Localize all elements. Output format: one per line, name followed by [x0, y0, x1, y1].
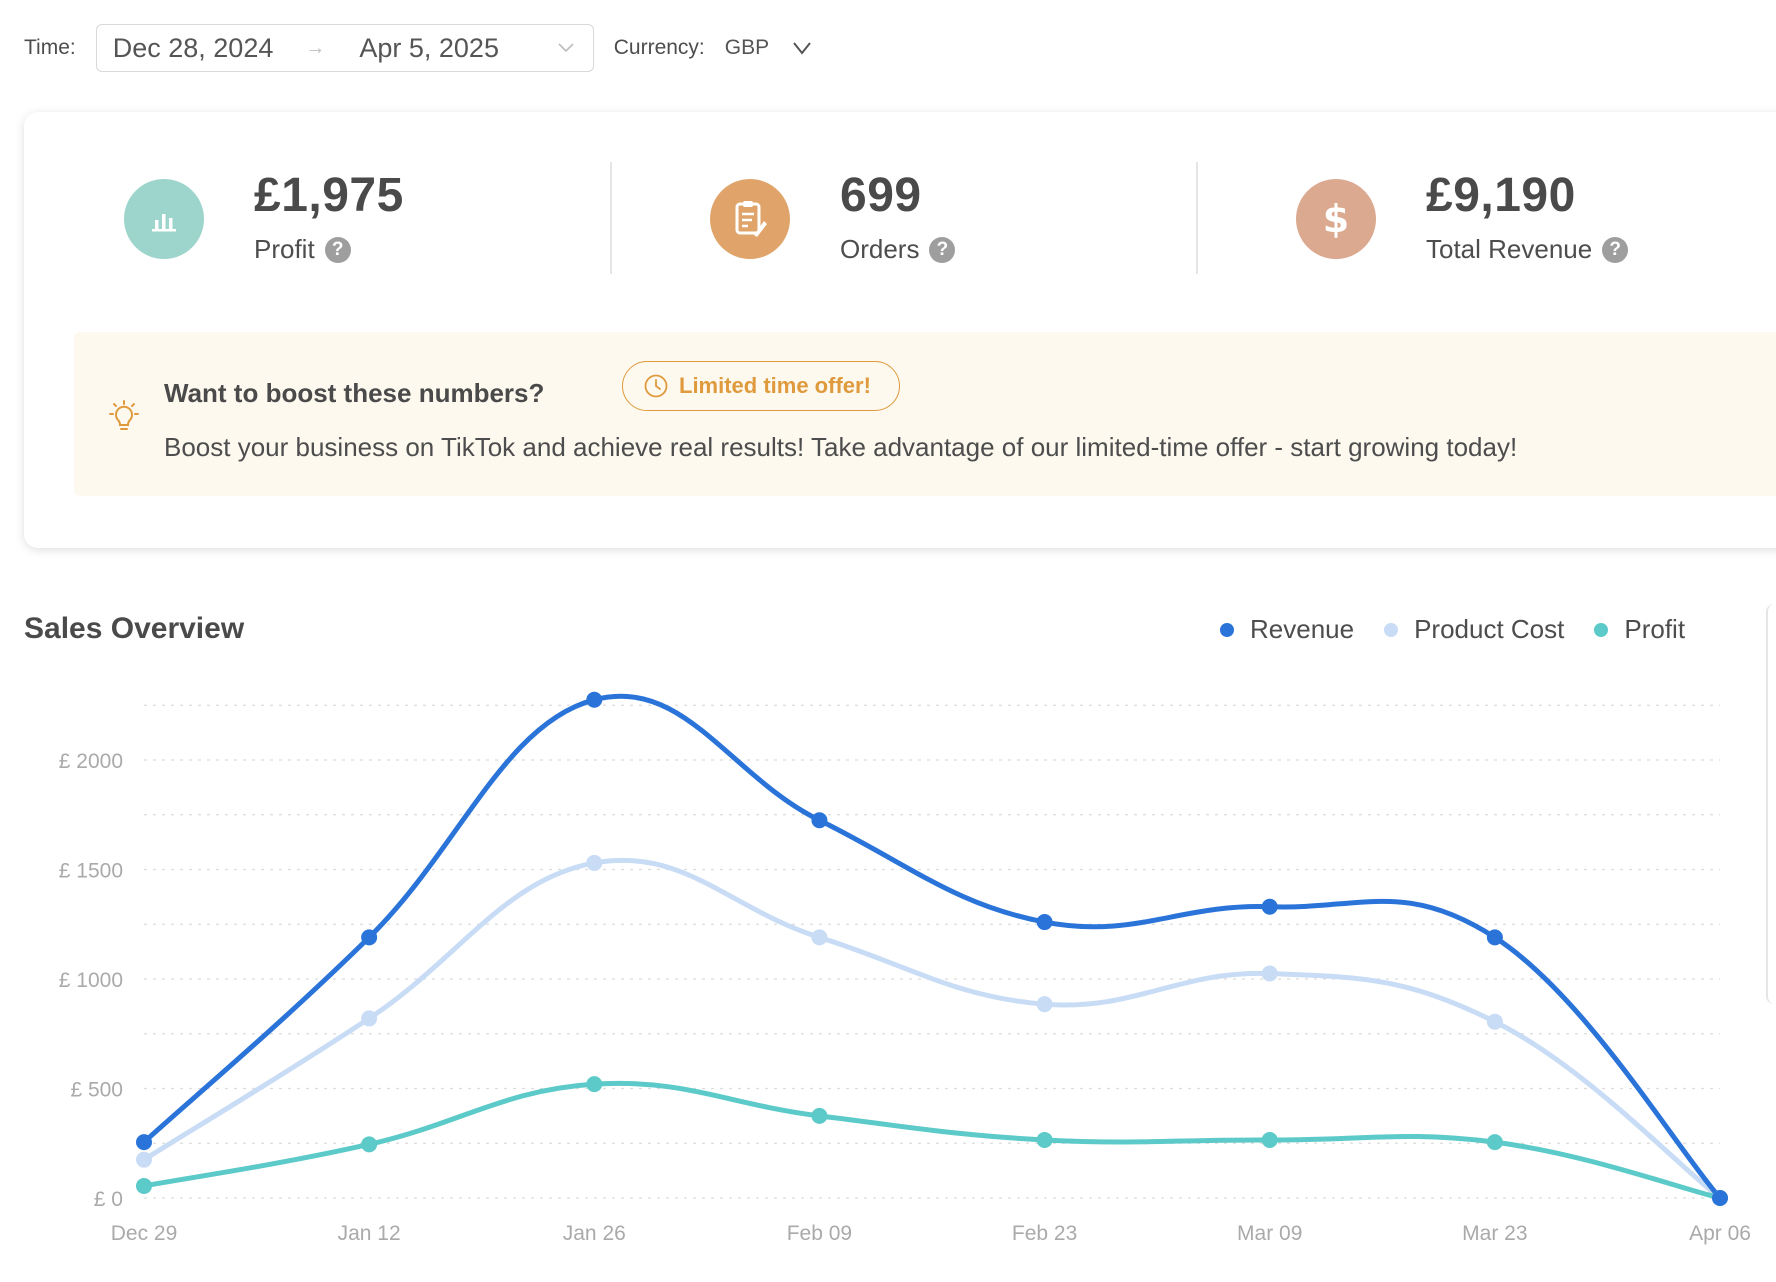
- currency-label: Currency:: [613, 36, 705, 59]
- help-icon[interactable]: ?: [324, 236, 351, 263]
- stat-icon-circle: [710, 178, 790, 259]
- clock-icon: [644, 374, 668, 398]
- x-tick-label: Apr 06: [1689, 1222, 1751, 1245]
- promo-banner[interactable]: Want to boost these numbers? Limited tim…: [74, 332, 1776, 496]
- help-icon[interactable]: ?: [1602, 236, 1629, 263]
- series-line-revenue: [141, 693, 1723, 1201]
- y-tick-label: £ 1000: [59, 969, 123, 992]
- legend-label: Revenue: [1250, 614, 1355, 644]
- total-revenue-label: Total Revenue: [1426, 234, 1593, 264]
- stat-icon-circle: [124, 178, 204, 259]
- y-tick-label: £ 500: [70, 1079, 123, 1102]
- svg-text:$: $: [1323, 197, 1349, 241]
- data-point-product-cost: [1486, 1013, 1503, 1030]
- data-point-revenue: [361, 929, 378, 946]
- data-point-product-cost: [1036, 996, 1053, 1013]
- arrow-right-icon: →: [305, 36, 326, 59]
- legend-label: Profit: [1624, 614, 1686, 644]
- data-point-revenue: [1261, 898, 1278, 915]
- filter-bar: Time: Dec 28, 2024 → Apr 5, 2025 Currenc…: [24, 24, 813, 72]
- promo-description: Boost your business on TikTok and achiev…: [164, 432, 1518, 462]
- limited-offer-badge[interactable]: Limited time offer!: [622, 361, 900, 411]
- y-tick-label: £ 2000: [59, 750, 123, 773]
- time-label: Time:: [24, 36, 76, 59]
- stat-icon-circle: $: [1296, 178, 1376, 259]
- side-panel-edge: [1766, 604, 1776, 1004]
- stat-orders: 699 Orders?: [710, 169, 956, 265]
- data-point-profit: [1036, 1131, 1053, 1148]
- x-tick-label: Feb 23: [1012, 1222, 1077, 1245]
- promo-title: Want to boost these numbers?: [164, 378, 545, 408]
- chart-legend: Revenue Product Cost Profit: [1220, 614, 1715, 645]
- chart-title: Sales Overview: [24, 612, 245, 645]
- currency-select[interactable]: Currency: GBP: [614, 36, 813, 60]
- stat-profit: £1,975 Profit?: [124, 172, 404, 265]
- data-point-profit: [1486, 1134, 1503, 1151]
- total-revenue-value: £9,190: [1426, 169, 1576, 222]
- data-point-profit: [811, 1107, 828, 1124]
- data-point-profit: [1261, 1131, 1278, 1148]
- series-line-product-cost: [141, 857, 1723, 1201]
- legend-dot: [1220, 622, 1234, 637]
- limited-offer-label: Limited time offer!: [679, 373, 871, 398]
- clipboard-icon: [735, 200, 767, 237]
- date-start[interactable]: Dec 28, 2024: [112, 32, 274, 63]
- stats-card: £1,975 Profit? 699 Orders? $: [24, 112, 1776, 548]
- data-point-revenue: [136, 1134, 152, 1151]
- legend-item-revenue[interactable]: Revenue: [1220, 614, 1354, 645]
- help-icon[interactable]: ?: [929, 236, 956, 263]
- data-point-revenue: [811, 812, 828, 829]
- data-point-profit: [361, 1136, 378, 1153]
- x-tick-label: Mar 09: [1237, 1222, 1302, 1245]
- stat-total-revenue: $ £9,190 Total Revenue?: [1296, 169, 1629, 265]
- profit-label: Profit: [254, 234, 315, 264]
- bar-chart-icon: [152, 213, 176, 231]
- x-tick-label: Dec 29: [111, 1222, 178, 1245]
- dollar-icon: $: [1323, 197, 1349, 241]
- sales-overview-chart: £ 0 £ 500 £ 1000 £ 1500 £ 2000 Dec 29 Jan 12 Ja…: [59, 691, 1751, 1245]
- legend-item-product-cost[interactable]: Product Cost: [1384, 614, 1564, 645]
- x-tick-label: Mar 23: [1462, 1222, 1527, 1245]
- legend-dot: [1594, 622, 1609, 637]
- date-range-picker[interactable]: Dec 28, 2024 → Apr 5, 2025: [95, 24, 594, 72]
- data-point-product-cost: [811, 929, 828, 946]
- chevron-down-icon[interactable]: [791, 37, 813, 59]
- divider: [610, 162, 612, 274]
- legend-label: Product Cost: [1414, 614, 1565, 644]
- divider: [1196, 162, 1198, 274]
- legend-dot: [1384, 622, 1399, 637]
- data-point-profit: [136, 1177, 152, 1194]
- data-point-product-cost: [136, 1151, 152, 1168]
- x-tick-label: Jan 26: [563, 1222, 626, 1245]
- y-tick-label: £ 1500: [59, 860, 123, 883]
- orders-value: 699: [840, 169, 922, 222]
- x-tick-label: Jan 12: [338, 1222, 401, 1245]
- x-tick-label: Feb 09: [787, 1222, 852, 1245]
- data-point-product-cost: [1261, 965, 1278, 982]
- data-point-revenue: [1036, 914, 1053, 931]
- data-point-revenue: [1712, 1190, 1728, 1206]
- orders-label: Orders: [840, 234, 920, 264]
- data-point-product-cost: [586, 854, 603, 871]
- data-point-revenue: [586, 691, 603, 708]
- data-point-revenue: [1486, 929, 1503, 946]
- chevron-down-icon[interactable]: [555, 36, 577, 58]
- series-line-profit: [141, 1080, 1723, 1201]
- date-end[interactable]: Apr 5, 2025: [359, 32, 499, 63]
- currency-value[interactable]: GBP: [724, 36, 770, 59]
- lightbulb-icon: [109, 400, 139, 430]
- data-point-product-cost: [361, 1010, 378, 1027]
- profit-value: £1,975: [254, 169, 404, 222]
- y-tick-label: £ 0: [94, 1188, 123, 1211]
- legend-item-profit[interactable]: Profit: [1594, 614, 1685, 645]
- data-point-profit: [586, 1076, 603, 1093]
